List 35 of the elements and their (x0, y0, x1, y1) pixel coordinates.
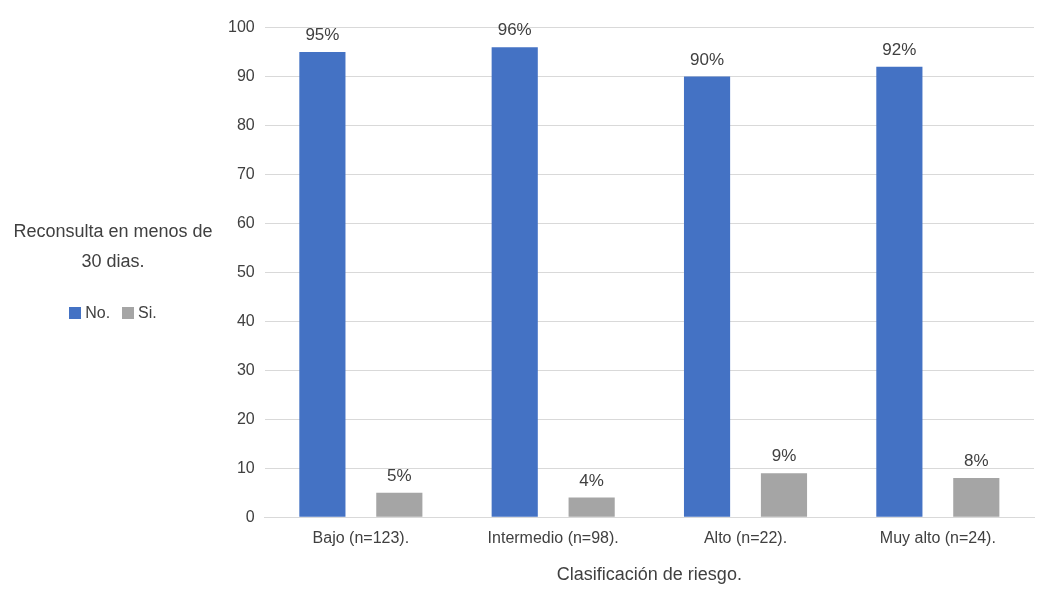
y-tick-label: 20 (236, 409, 255, 427)
y-tick-label: 100 (227, 18, 255, 36)
x-tick-label: Alto (n=22). (703, 529, 788, 547)
legend-label: No. (84, 304, 111, 322)
x-tick-label: Muy alto (n=24). (879, 529, 996, 547)
y-tick-label: 70 (236, 164, 255, 182)
data-label: 9% (771, 446, 797, 466)
y-tick-label: 60 (236, 213, 255, 231)
y-tick-label: 50 (236, 262, 255, 280)
legend-title: Reconsulta en menos de 30 dias. (13, 220, 213, 273)
y-tick-label: 0 (245, 507, 255, 525)
y-tick-label: 90 (236, 66, 255, 84)
y-tick-label: 10 (236, 458, 255, 476)
bar (491, 47, 538, 517)
data-label: 4% (579, 470, 604, 490)
data-label: 90% (690, 49, 725, 69)
x-tick-label: Intermedio (n=98). (487, 529, 619, 547)
data-label: 92% (882, 39, 917, 59)
bar (760, 473, 808, 517)
data-label: 5% (387, 465, 412, 485)
y-tick-label: 80 (236, 115, 255, 133)
bar (299, 52, 346, 517)
legend-label: Si. (137, 304, 157, 322)
data-label: 8% (964, 451, 989, 471)
x-tick-label: Bajo (n=123). (312, 529, 410, 547)
bar (876, 66, 923, 517)
y-tick-label: 30 (236, 360, 255, 378)
bar (376, 492, 423, 517)
bar (568, 497, 615, 517)
bar (953, 478, 1000, 517)
data-label: 96% (497, 20, 532, 40)
bar (683, 76, 731, 517)
data-label: 95% (305, 25, 340, 45)
y-tick-label: 40 (236, 311, 255, 329)
x-axis-title: Clasificación de riesgo. (556, 564, 742, 585)
